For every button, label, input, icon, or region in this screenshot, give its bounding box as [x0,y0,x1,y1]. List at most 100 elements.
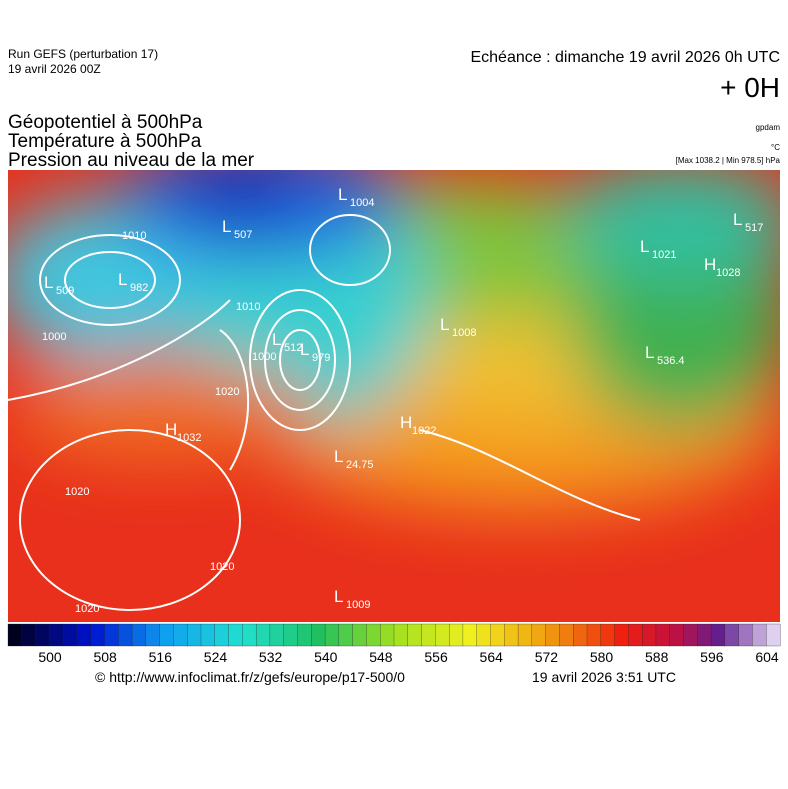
pressure-value: 1004 [350,197,374,209]
colorbar-swatch [641,623,657,647]
contour-label: 1020 [75,603,99,615]
pressure-symbol: L [334,447,343,466]
colorbar-swatch [228,623,243,647]
colorbar-swatch [448,623,464,647]
colorbar-swatch [600,623,616,647]
colorbar-swatch [255,623,271,647]
colorbar-swatch [214,623,230,647]
colorbar-label: 604 [755,649,779,665]
colorbar-swatch [173,623,188,647]
colorbar-swatch [697,623,712,647]
pressure-symbol: L [334,587,343,606]
colorbar-swatch [62,623,78,647]
pressure-symbol: L [44,273,53,292]
pressure-symbol: H [400,413,412,432]
pressure-symbol: L [338,185,347,204]
colorbar-label: 564 [480,649,504,665]
pressure-symbol: L [733,210,742,229]
pressure-value: 24.75 [346,459,374,471]
colorbar-swatch [269,623,285,647]
echeance: Echéance : dimanche 19 avril 2026 0h UTC [470,49,780,66]
title: Géopotentiel à 500hPa [8,112,203,133]
colorbar-swatch [573,623,588,647]
colorbar-swatch [407,623,423,647]
unit: °C [771,143,780,152]
pressure-value: 1022 [412,425,436,437]
colorbar-swatch [131,623,147,647]
pressure-value: 1008 [452,327,476,339]
colorbar-swatch [380,623,395,647]
pressure-symbol: L [440,315,449,334]
pressure-value: 509 [56,285,74,297]
colorbar-swatch [145,623,161,647]
pressure-value: 1021 [652,249,676,261]
contour-label: 1020 [215,386,239,398]
colorbar-swatch [104,623,119,647]
colorbar-swatch [628,623,643,647]
colorbar-swatch [324,623,340,647]
colorbar-swatch [683,623,698,647]
colorbar-swatch [187,623,202,647]
pressure-symbol: L [222,217,231,236]
colorbar-label: 524 [204,649,228,665]
pressure-value: 1032 [177,432,201,444]
colorbar-swatch [504,623,519,647]
title: Température à 500hPa [8,131,202,152]
colorbar-swatch [366,623,381,647]
pressure-value: 982 [130,282,148,294]
colorbar-swatch [738,623,753,647]
lead: + 0H [720,72,780,103]
colorbar-label: 588 [645,649,669,665]
colorbar: 500 508 516 524 532 540 548 556 564 572 580 588 596 6… [7,623,781,665]
contour-label: 1010 [236,301,260,313]
colorbar-swatch [724,623,740,647]
colorbar-swatch [531,623,547,647]
colorbar-swatch [7,623,23,647]
contour-label: 1020 [65,486,89,498]
colorbar-swatch [338,623,354,647]
contour-label: 1020 [210,561,234,573]
pressure-value: 517 [745,222,763,234]
pressure-symbol: L [640,237,649,256]
colorbar-swatch [614,623,629,647]
colorbar-label: 500 [38,649,62,665]
colorbar-swatch [200,623,216,647]
colorbar-swatch [586,623,602,647]
map [8,170,780,622]
colorbar-swatch [49,623,64,647]
colorbar-swatch [421,623,436,647]
title: Pression au niveau de la mer [8,150,255,171]
colorbar-swatch [90,623,105,647]
colorbar-swatch [311,623,326,647]
colorbar-swatch [766,623,781,647]
colorbar-label: 572 [535,649,559,665]
contour-label: 1000 [252,351,276,363]
pressure-symbol: H [165,420,177,439]
colorbar-label: 532 [259,649,283,665]
colorbar-swatch [669,623,684,647]
contour-label: 1000 [42,331,66,343]
pressure-symbol: H [704,255,716,274]
colorbar-swatch [559,623,574,647]
colorbar-swatch [242,623,257,647]
pressure-symbol: L [645,343,654,362]
source: © http://www.infoclimat.fr/z/gefs/europe… [95,669,405,685]
pressure-symbol: L [272,330,281,349]
colorbar-label: 548 [369,649,393,665]
pressure-value: 507 [234,229,252,241]
pressure-value: 536.4 [657,355,685,367]
run: Run GEFS (perturbation 17) [8,47,158,61]
colorbar-swatch [352,623,367,647]
colorbar-swatch [76,623,92,647]
colorbar-swatch [545,623,560,647]
pressure-value: 512 [284,342,302,354]
run-date: 19 avril 2026 00Z [8,62,101,76]
colorbar-swatch [297,623,312,647]
pressure-value: 1028 [716,267,740,279]
colorbar-swatch [490,623,505,647]
colorbar-swatch [21,623,37,647]
colorbar-label: 580 [590,649,614,665]
pressure-value: 1009 [346,599,370,611]
colorbar-label: 508 [93,649,117,665]
